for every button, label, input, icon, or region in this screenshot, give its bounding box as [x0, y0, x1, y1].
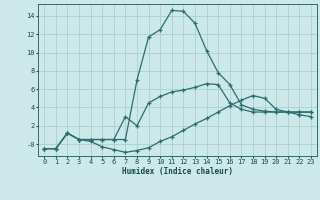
- X-axis label: Humidex (Indice chaleur): Humidex (Indice chaleur): [122, 167, 233, 176]
